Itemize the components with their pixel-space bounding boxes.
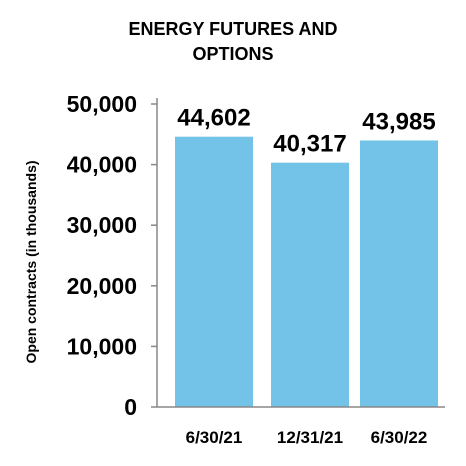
y-tick-label: 40,000	[67, 152, 137, 178]
x-tick-label: 6/30/22	[371, 428, 428, 447]
axes	[156, 98, 445, 408]
x-tick-label: 6/30/21	[186, 428, 243, 447]
y-tick-label: 10,000	[67, 333, 137, 359]
data-label: 43,985	[362, 108, 435, 135]
bar-series	[175, 136, 438, 407]
data-label: 40,317	[273, 131, 346, 158]
bar	[271, 162, 349, 407]
data-label: 44,602	[177, 105, 250, 132]
y-axis-ticks: 0 10,000 20,000 30,000 40,000 50,000	[67, 91, 157, 420]
y-tick-label: 0	[124, 394, 137, 420]
y-tick-label: 20,000	[67, 273, 137, 299]
chart-title-line-1: ENERGY FUTURES AND	[128, 19, 337, 39]
data-labels: 44,602 40,317 43,985	[177, 105, 435, 158]
chart-title: ENERGY FUTURES AND OPTIONS	[128, 19, 337, 64]
bar	[175, 136, 253, 407]
bar	[360, 140, 438, 407]
chart-title-line-2: OPTIONS	[192, 44, 273, 64]
x-axis-ticks: 6/30/21 12/31/21 6/30/22	[186, 428, 428, 447]
y-axis-title: Open contracts (in thousands)	[23, 160, 39, 363]
y-tick-label: 50,000	[67, 91, 137, 117]
x-tick-label: 12/31/21	[277, 428, 343, 447]
y-tick-label: 30,000	[67, 212, 137, 238]
